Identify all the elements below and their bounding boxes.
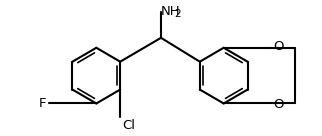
Text: O: O bbox=[273, 40, 284, 53]
Text: F: F bbox=[39, 97, 47, 110]
Text: NH: NH bbox=[161, 5, 181, 18]
Text: Cl: Cl bbox=[122, 119, 135, 132]
Text: O: O bbox=[273, 98, 284, 111]
Text: 2: 2 bbox=[175, 9, 181, 19]
